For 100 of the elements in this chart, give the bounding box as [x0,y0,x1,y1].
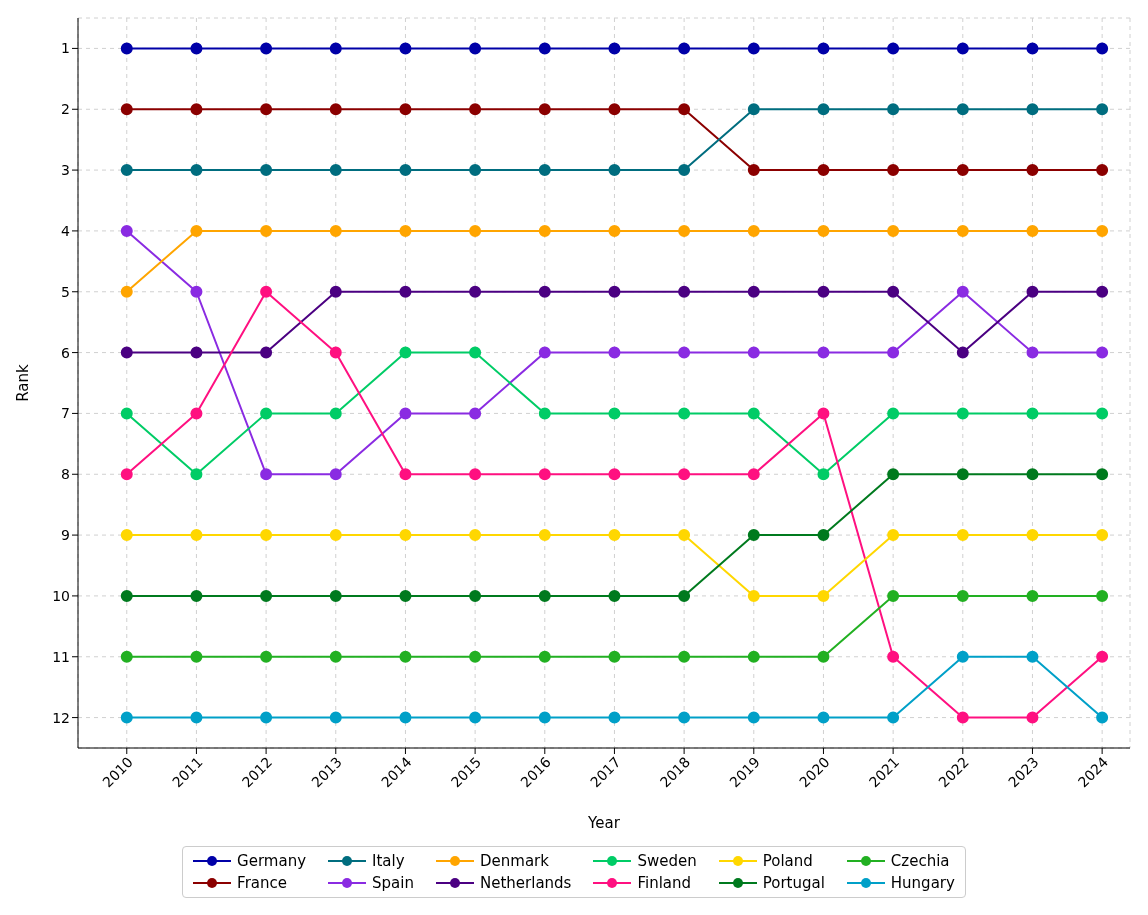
point [469,224,482,237]
y-tick-label: 10 [52,587,70,604]
point [1026,285,1039,298]
point [329,42,342,55]
point [747,224,760,237]
point [608,224,621,237]
point [190,103,203,116]
point [260,346,273,359]
point [469,589,482,602]
point [399,103,412,116]
point [747,42,760,55]
point [190,589,203,602]
point [678,589,691,602]
point [190,529,203,542]
point [1096,468,1109,481]
point [608,346,621,359]
point [538,468,551,481]
point [956,103,969,116]
point [329,164,342,177]
point [399,589,412,602]
point [1096,589,1109,602]
y-tick-label: 4 [61,222,71,239]
point [678,42,691,55]
point [1026,468,1039,481]
point [399,224,412,237]
point [887,407,900,420]
point [678,103,691,116]
point [1026,224,1039,237]
point [260,285,273,298]
point [747,164,760,177]
point [538,650,551,663]
point [887,589,900,602]
point [538,589,551,602]
point [817,529,830,542]
point [469,42,482,55]
point [329,468,342,481]
point [608,468,621,481]
point [469,407,482,420]
point [260,407,273,420]
point [190,711,203,724]
point [538,42,551,55]
point [399,285,412,298]
legend-label: Poland [762,852,813,870]
point [608,42,621,55]
point [1026,103,1039,116]
point [608,285,621,298]
y-axis-title: Rank [14,363,33,402]
point [260,589,273,602]
point [260,650,273,663]
point [956,468,969,481]
point [956,224,969,237]
point [1026,529,1039,542]
point [817,224,830,237]
y-tick-label: 6 [61,344,71,361]
point [120,650,133,663]
point [887,42,900,55]
point [747,346,760,359]
point [1026,42,1039,55]
legend-label: Spain [372,874,414,892]
y-tick-label: 12 [52,709,70,726]
point [469,650,482,663]
legend-label: Italy [372,852,405,870]
point [747,711,760,724]
legend-label: Finland [637,874,692,892]
point [329,711,342,724]
point [956,42,969,55]
point [1026,650,1039,663]
point [956,650,969,663]
point [260,711,273,724]
point [678,407,691,420]
point [260,468,273,481]
point [1096,164,1109,177]
legend-label: Denmark [479,852,549,870]
point [260,224,273,237]
point [190,224,203,237]
point [469,529,482,542]
legend-label: Portugal [762,874,825,892]
point [399,711,412,724]
point [538,103,551,116]
point [678,285,691,298]
point [608,529,621,542]
y-tick-label: 9 [61,527,70,544]
point [678,650,691,663]
point [190,407,203,420]
point [120,42,133,55]
point [329,589,342,602]
point [887,468,900,481]
point [120,285,133,298]
point [817,346,830,359]
point [469,164,482,177]
point [538,285,551,298]
point [260,529,273,542]
point [399,164,412,177]
point [887,164,900,177]
point [469,103,482,116]
point [399,468,412,481]
point [538,711,551,724]
y-tick-label: 2 [61,101,70,118]
point [678,711,691,724]
point [817,468,830,481]
